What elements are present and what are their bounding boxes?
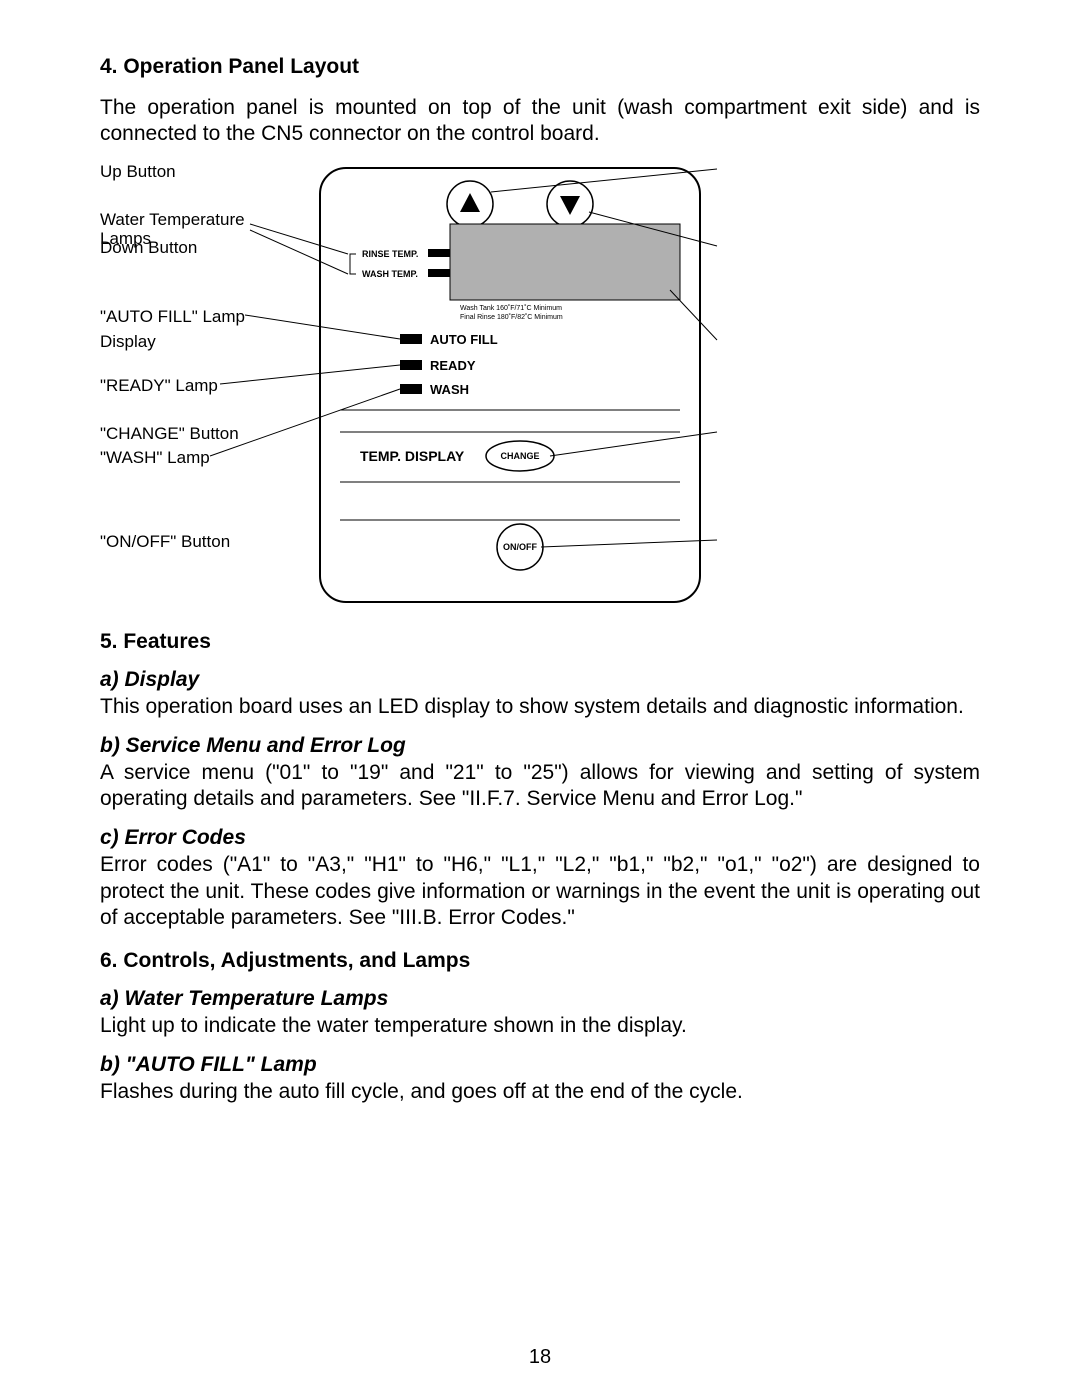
svg-text:WASH: WASH [430,382,469,397]
svg-text:TEMP. DISPLAY: TEMP. DISPLAY [360,448,465,464]
svg-text:ON/OFF: ON/OFF [503,542,537,552]
panel-diagram: Water Temperature Lamps "AUTO FILL" Lamp… [100,162,980,612]
section5a-body: This operation board uses an LED display… [100,694,980,720]
page-number: 18 [0,1346,1080,1369]
panel-svg: Wash Tank 160˚F/71˚C Minimum Final Rinse… [100,162,980,612]
section6b-body: Flashes during the auto fill cycle, and … [100,1079,980,1105]
section5c-title: c) Error Codes [100,826,980,850]
section6-title: 6. Controls, Adjustments, and Lamps [100,949,980,973]
section5b-title: b) Service Menu and Error Log [100,734,980,758]
svg-text:Final Rinse 180˚F/82˚C Minimum: Final Rinse 180˚F/82˚C Minimum [460,313,563,321]
section5-title: 5. Features [100,630,980,654]
section5a-title: a) Display [100,668,980,692]
svg-text:RINSE TEMP.: RINSE TEMP. [362,249,418,259]
svg-text:CHANGE: CHANGE [500,451,539,461]
svg-text:Wash Tank 160˚F/71˚C Minimum: Wash Tank 160˚F/71˚C Minimum [460,304,562,312]
section6a-body: Light up to indicate the water temperatu… [100,1013,980,1039]
svg-text:AUTO FILL: AUTO FILL [430,332,498,347]
section5b-body: A service menu ("01" to "19" and "21" to… [100,760,980,813]
svg-text:WASH TEMP.: WASH TEMP. [362,269,418,279]
section6b-title: b) "AUTO FILL" Lamp [100,1053,980,1077]
section4-title: 4. Operation Panel Layout [100,55,980,79]
section6a-title: a) Water Temperature Lamps [100,987,980,1011]
section4-intro: The operation panel is mounted on top of… [100,95,980,148]
section5c-body: Error codes ("A1" to "A3," "H1" to "H6,"… [100,852,980,931]
svg-text:READY: READY [430,358,476,373]
